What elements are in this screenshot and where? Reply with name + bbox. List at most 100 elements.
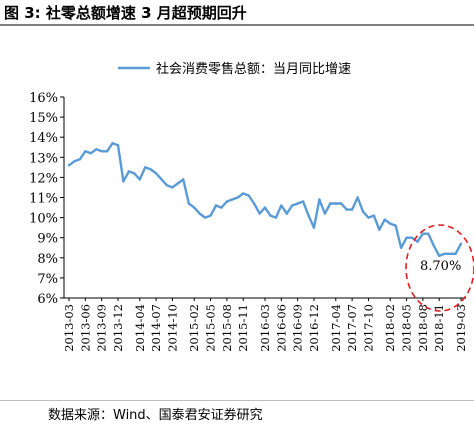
y-tick-label: 14% — [29, 131, 58, 146]
data-point — [165, 184, 169, 187]
data-point — [193, 206, 196, 209]
data-point — [378, 228, 381, 231]
y-tick-label: 10% — [29, 212, 58, 227]
data-point — [73, 160, 76, 163]
data-point — [252, 202, 256, 205]
x-tick-label: 2015-08 — [220, 304, 234, 352]
data-point — [247, 194, 250, 197]
data-point — [89, 152, 93, 155]
legend-label: 社会消费零售总额：当月同比增速 — [156, 61, 351, 77]
data-point — [225, 200, 229, 203]
data-point — [111, 142, 114, 145]
y-tick-label: 13% — [29, 151, 58, 166]
data-point — [242, 192, 245, 195]
data-point — [231, 198, 234, 201]
data-point — [214, 204, 218, 207]
y-tick-label: 11% — [29, 192, 58, 207]
data-point — [116, 144, 120, 147]
data-point — [258, 212, 261, 215]
data-point — [133, 172, 136, 175]
data-point — [454, 252, 457, 255]
y-tick-label: 16% — [29, 91, 58, 106]
source-note: 数据来源：Wind、国泰君安证券研究 — [48, 408, 263, 423]
data-point — [367, 216, 370, 219]
data-point — [291, 204, 294, 207]
x-tick-label: 2013-09 — [95, 304, 109, 352]
data-point — [138, 178, 141, 181]
data-point — [160, 178, 163, 181]
data-point — [198, 212, 201, 215]
y-tick-label: 12% — [29, 171, 58, 186]
data-point — [345, 208, 348, 211]
x-tick-label: 2013-12 — [111, 304, 125, 352]
title-divider — [0, 24, 474, 26]
data-point — [67, 164, 71, 167]
data-point — [448, 252, 452, 255]
y-tick-label: 15% — [29, 111, 58, 126]
data-point — [269, 214, 272, 217]
data-point — [144, 166, 147, 169]
data-point — [301, 200, 305, 203]
x-tick-label: 2018-08 — [416, 304, 430, 352]
x-tick-label: 2018-02 — [383, 304, 397, 352]
data-point — [285, 212, 288, 215]
data-point — [340, 202, 343, 205]
data-point — [389, 222, 392, 225]
x-tick-label: 2017-07 — [345, 304, 359, 352]
data-point — [95, 148, 98, 151]
x-tick-label: 2016-12 — [307, 304, 321, 352]
x-tick-label: 2014-10 — [165, 304, 179, 352]
data-point — [203, 216, 207, 219]
data-point — [209, 214, 212, 217]
data-point — [372, 214, 376, 217]
data-point — [127, 170, 131, 173]
figure-title: 图 3: 社零总额增速 3 月超预期回升 — [4, 4, 247, 22]
data-point — [187, 202, 190, 205]
data-point — [84, 150, 87, 153]
data-point — [78, 158, 82, 161]
data-point — [323, 212, 327, 215]
data-point — [459, 242, 463, 245]
x-tick-label: 2015-02 — [187, 304, 201, 352]
data-point — [176, 182, 180, 185]
data-point — [274, 216, 278, 219]
data-point — [280, 204, 283, 207]
data-point — [296, 202, 299, 205]
data-point — [171, 186, 174, 189]
data-point — [438, 254, 441, 257]
data-point — [361, 210, 365, 213]
x-tick-label: 2018-05 — [400, 304, 414, 352]
y-tick-label: 9% — [37, 232, 58, 247]
data-point — [149, 168, 152, 171]
x-tick-label: 2015-11 — [236, 304, 250, 352]
data-point — [236, 196, 239, 199]
data-point — [329, 202, 332, 205]
data-point — [182, 178, 185, 181]
data-point — [356, 196, 359, 199]
data-point — [410, 236, 414, 239]
data-point — [100, 150, 103, 153]
x-tick-label: 2016-06 — [274, 304, 288, 352]
data-point — [318, 198, 321, 201]
y-tick-label: 8% — [37, 252, 58, 267]
x-tick-label: 2016-03 — [258, 304, 272, 352]
data-point — [154, 172, 158, 175]
footer-divider — [0, 400, 474, 401]
x-tick-label: 2017-10 — [361, 304, 375, 352]
y-tick-label: 6% — [37, 292, 58, 307]
data-point — [421, 232, 425, 235]
data-point — [122, 180, 125, 183]
data-point — [399, 246, 403, 249]
x-tick-label: 2016-09 — [291, 304, 305, 352]
series-line — [68, 141, 463, 258]
x-tick-label: 2013-03 — [62, 304, 76, 352]
data-point — [432, 244, 435, 247]
x-tick-label: 2018-11 — [432, 304, 446, 352]
x-tick-label: 2014-04 — [133, 304, 147, 352]
data-point — [334, 202, 337, 205]
x-tick-label: 2017-04 — [329, 304, 343, 352]
data-point — [350, 208, 354, 211]
data-point — [427, 232, 430, 235]
data-point — [383, 218, 386, 221]
